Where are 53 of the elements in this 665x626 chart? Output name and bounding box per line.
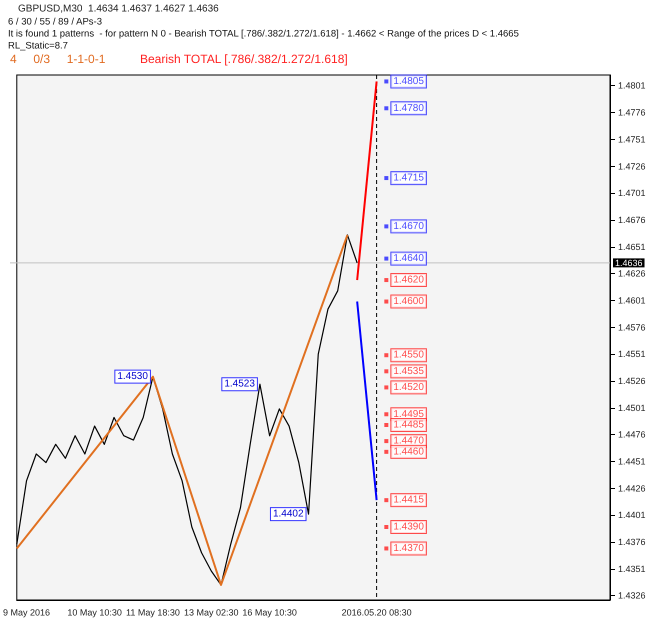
x-tick-label: 16 May 10:30 [242, 608, 297, 618]
data-label: 1.4460 [393, 446, 424, 458]
y-tick-label: 1.4376 [618, 537, 646, 548]
data-label: 1.4640 [393, 253, 424, 264]
y-tick-label: 1.4701 [618, 188, 646, 198]
y-tick-label: 1.4576 [618, 322, 646, 332]
text: 4 0/3 1-1-0-1 [10, 52, 106, 66]
y-tick-label: 1.4526 [618, 376, 646, 386]
data-label: 1.4780 [393, 102, 424, 114]
y-tick-label: 1.4401 [618, 510, 646, 520]
x-tick-label: 13 May 02:30 [184, 608, 239, 618]
text: RL_Static=8.7 [8, 40, 68, 52]
y-tick-label: 1.4676 [618, 214, 646, 225]
data-label: 1.4470 [393, 436, 424, 447]
data-label: 1.4600 [393, 296, 424, 308]
y-tick-label: 1.4351 [618, 564, 646, 574]
data-label: 1.4670 [393, 220, 424, 232]
data-label: 1.4415 [393, 494, 424, 506]
data-label: 1.4390 [393, 521, 424, 532]
x-tick-label: 11 May 18:30 [126, 608, 180, 618]
data-label: 1.4535 [393, 366, 424, 377]
data-label: 1.4805 [393, 76, 424, 87]
y-tick-label: 1.4476 [618, 430, 646, 440]
data-label: 1.4520 [393, 382, 424, 393]
x-tick-label: 2016.05.20 08:30 [342, 608, 412, 618]
data-label: 1.4485 [393, 420, 424, 430]
y-tick-label: 1.4801 [618, 80, 646, 91]
y-tick-label: 1.4326 [618, 590, 646, 601]
data-label: 1.4550 [393, 350, 424, 361]
data-label: 1.4530 [117, 371, 148, 382]
text: Bearish TOTAL [.786/.382/1.272/1.618] [140, 52, 348, 66]
x-tick-label: 10 May 10:30 [67, 608, 122, 618]
y-tick-label: 1.4626 [618, 268, 646, 279]
y-tick-label: 1.4726 [618, 161, 646, 172]
text: It is found 1 patterns - for pattern N 0 - Bearish TOTAL [.786/.382/1.272/1.618] - 1.4662 < Range of the prices D < 1.4665 [8, 28, 519, 40]
y-tick-label: 1.4651 [618, 242, 646, 252]
data-label: 1.4523 [224, 378, 256, 390]
y-tick-label: 1.4776 [618, 108, 646, 118]
y-tick-label: 1.4751 [618, 134, 646, 144]
data-label: 1.4495 [393, 408, 424, 420]
ref-line-label: 1.4636 [615, 258, 643, 268]
chart-title: GBPUSD,M30 1.4634 1.4637 1.4627 1.4636 [18, 4, 220, 14]
text: 6 / 30 / 55 / 89 / APs-3 [8, 16, 102, 28]
data-label: 1.4402 [272, 508, 304, 520]
y-tick-label: 1.4426 [618, 483, 646, 494]
y-tick-label: 1.4501 [618, 402, 646, 413]
data-label: 1.4370 [393, 542, 424, 554]
y-tick-label: 1.4601 [618, 295, 646, 306]
x-tick-label: 9 May 2016 [3, 608, 50, 618]
data-label: 1.4715 [393, 172, 424, 184]
data-label: 1.4620 [393, 274, 424, 286]
y-tick-label: 1.4451 [618, 456, 646, 467]
y-tick-label: 1.4551 [618, 349, 646, 360]
